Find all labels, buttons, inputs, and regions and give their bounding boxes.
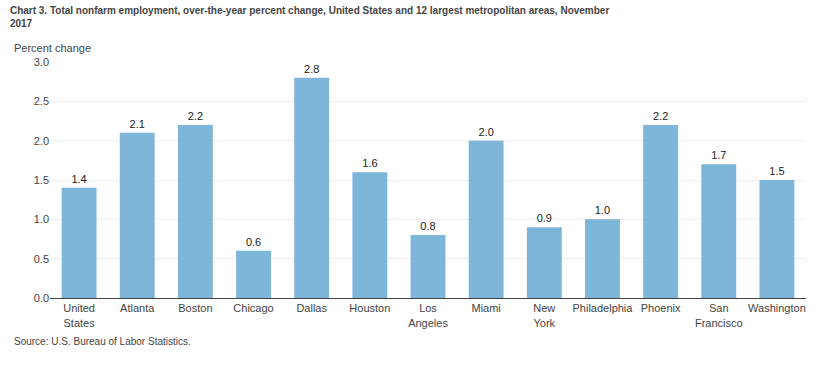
svg-text:Chart 3. Total nonfarm employm: Chart 3. Total nonfarm employment, over-… [10,5,610,29]
svg-text:2.2: 2.2 [188,110,203,122]
svg-text:Phoenix: Phoenix [641,302,681,314]
svg-text:UnitedStates: UnitedStates [63,302,95,328]
svg-text:SanFrancisco: SanFrancisco [695,302,743,328]
svg-text:1.5: 1.5 [769,165,784,177]
svg-text:Chicago: Chicago [233,302,273,314]
svg-text:Dallas: Dallas [296,302,327,314]
svg-text:Boston: Boston [178,302,212,314]
svg-text:1.6: 1.6 [362,157,377,169]
svg-text:Philadelphia: Philadelphia [572,302,633,314]
svg-text:0.6: 0.6 [246,236,261,248]
svg-text:Houston: Houston [349,302,390,314]
svg-text:3.0: 3.0 [34,56,49,68]
svg-text:2.0: 2.0 [34,135,49,147]
svg-text:Percent change: Percent change [14,42,91,54]
svg-text:Miami: Miami [471,302,500,314]
svg-text:0.0: 0.0 [34,292,49,304]
svg-text:2.1: 2.1 [130,118,145,130]
svg-text:Source: U.S. Bureau of Labor S: Source: U.S. Bureau of Labor Statistics. [14,336,191,347]
svg-text:2.5: 2.5 [34,95,49,107]
svg-text:NewYork: NewYork [533,302,555,328]
svg-text:1.4: 1.4 [71,173,86,185]
svg-text:Atlanta: Atlanta [120,302,155,314]
svg-text:2.8: 2.8 [304,63,319,75]
svg-text:0.5: 0.5 [34,253,49,265]
svg-text:1.0: 1.0 [595,204,610,216]
svg-text:1.5: 1.5 [34,174,49,186]
svg-text:0.8: 0.8 [420,220,435,232]
svg-text:1.7: 1.7 [711,149,726,161]
svg-text:0.9: 0.9 [537,212,552,224]
svg-text:LosAngeles: LosAngeles [408,302,448,328]
svg-text:2.2: 2.2 [653,110,668,122]
svg-text:1.0: 1.0 [34,213,49,225]
svg-text:2.0: 2.0 [479,126,494,138]
svg-text:Washington: Washington [748,302,806,314]
